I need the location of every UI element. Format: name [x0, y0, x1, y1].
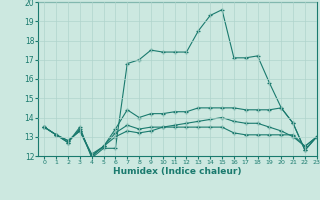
- X-axis label: Humidex (Indice chaleur): Humidex (Indice chaleur): [113, 167, 242, 176]
